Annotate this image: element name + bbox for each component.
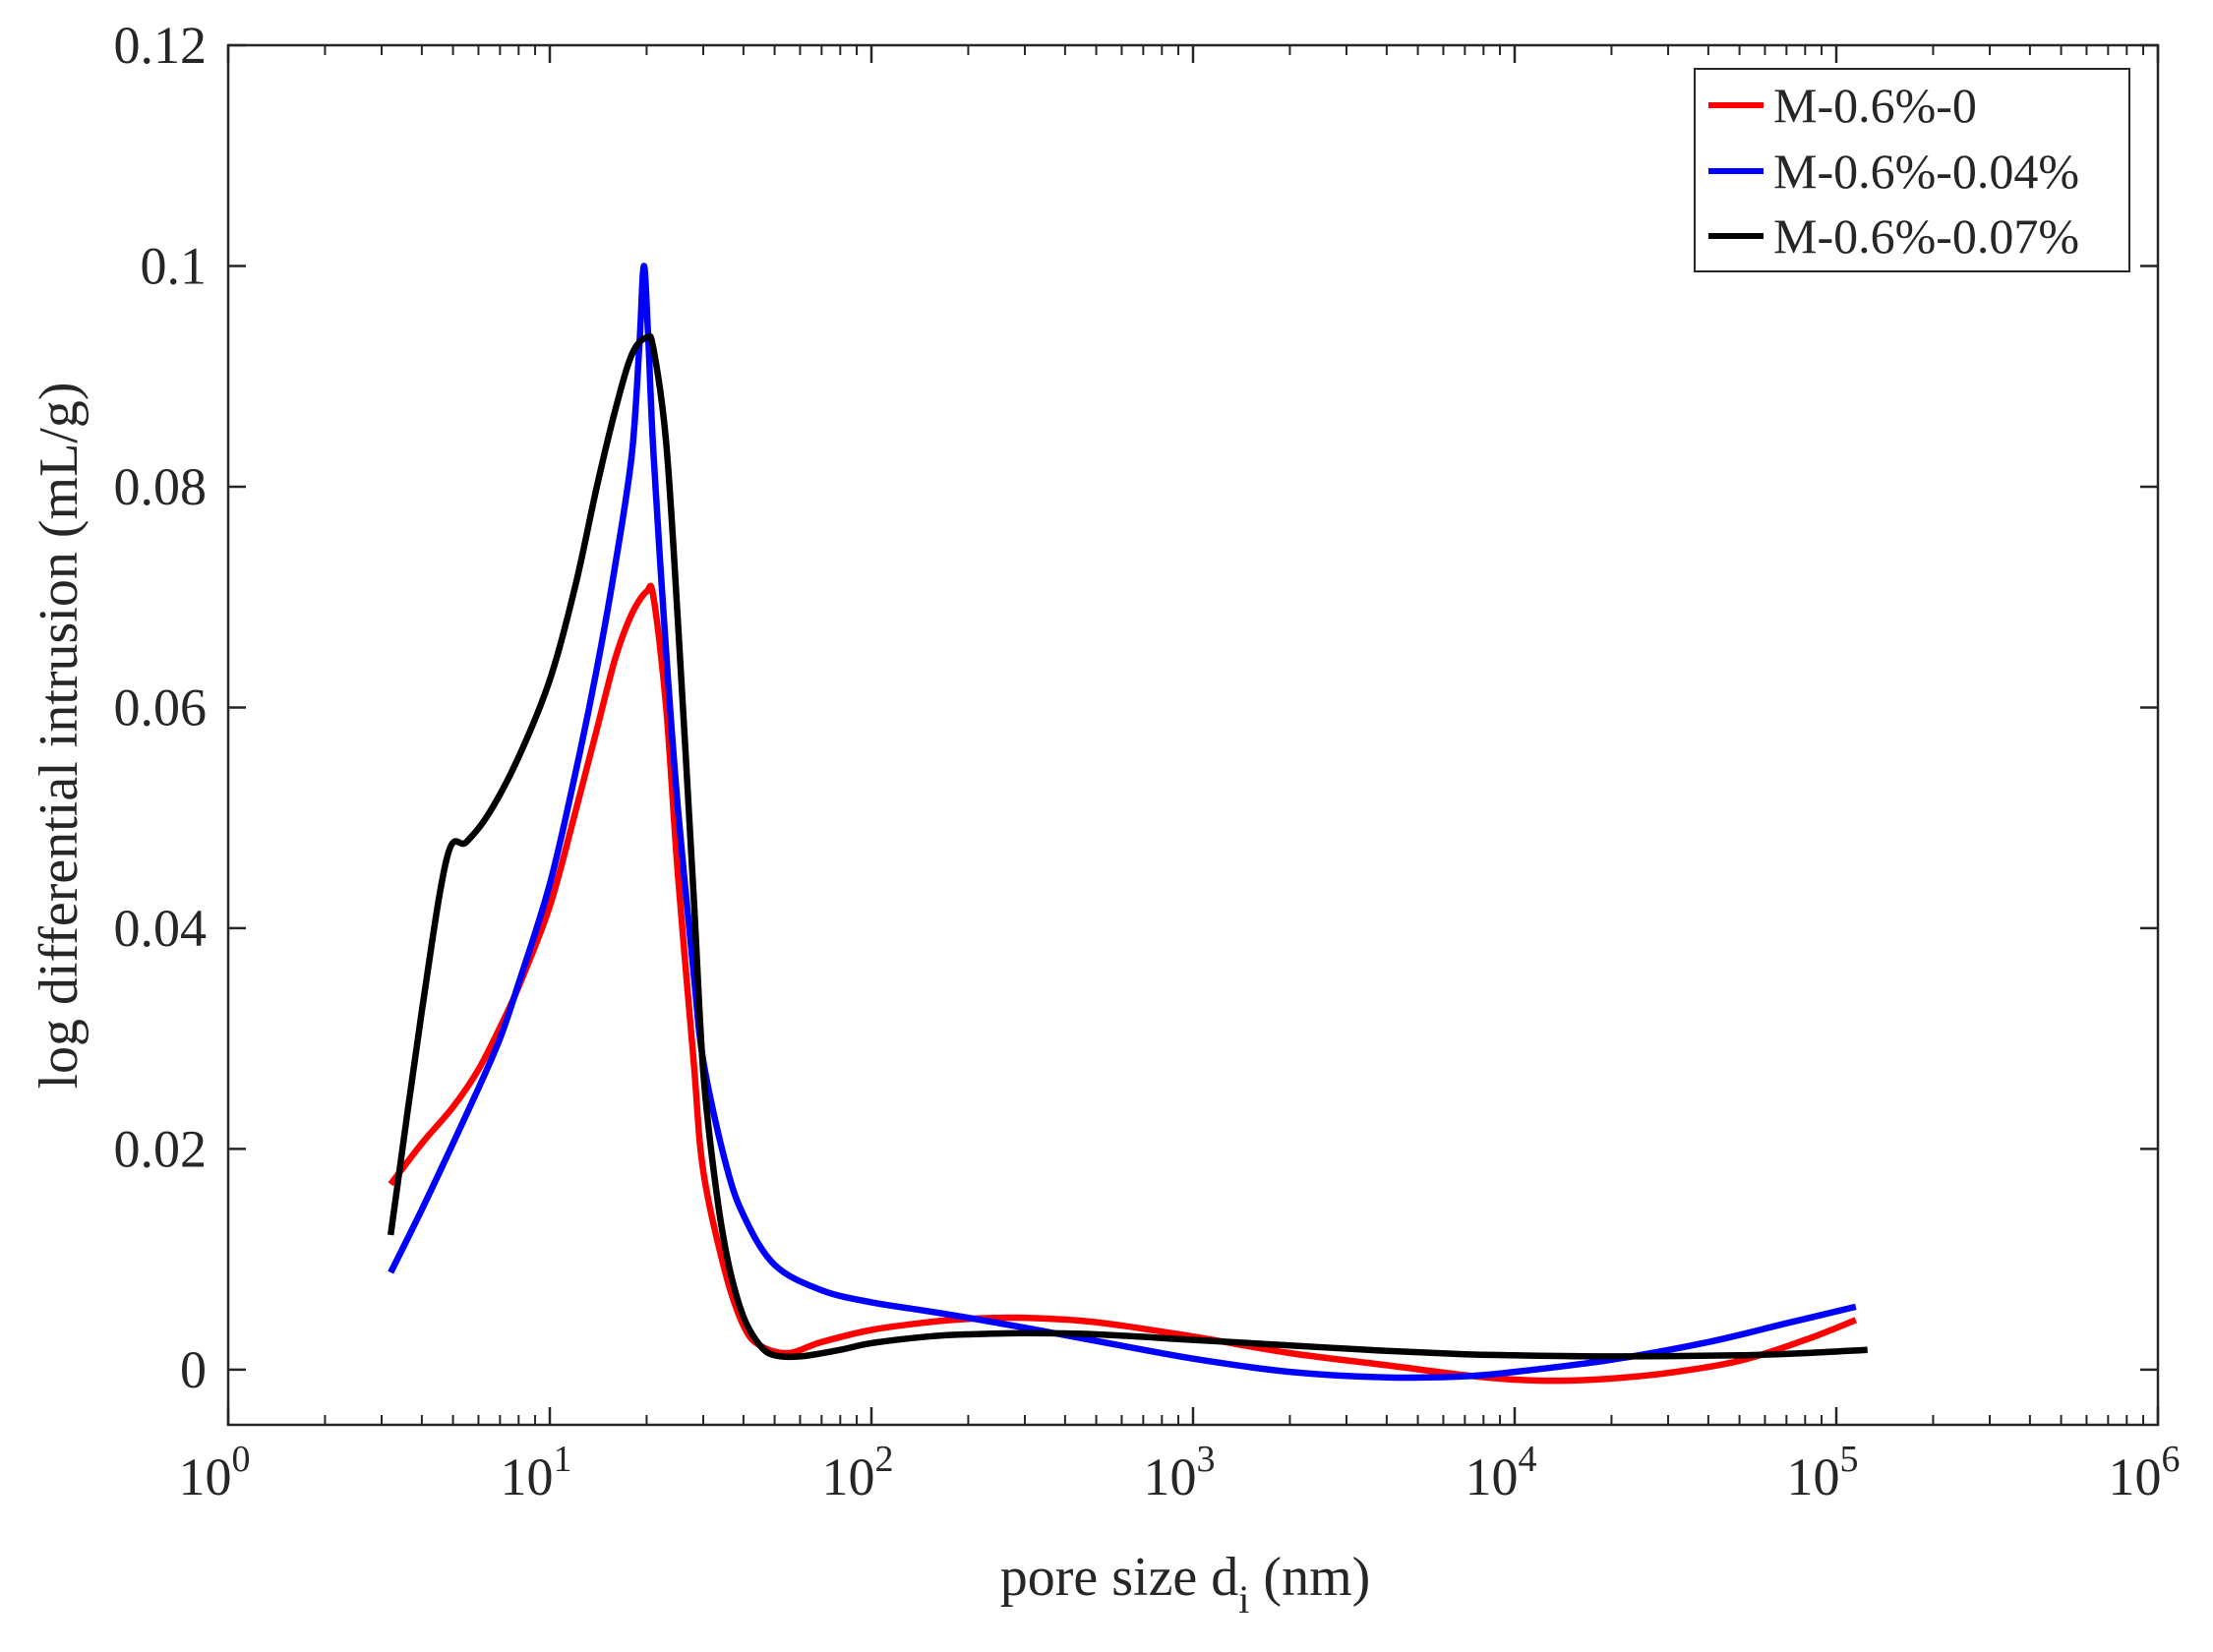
x-tick-label-base: 10 — [1144, 1447, 1197, 1506]
legend-label: M-0.6%-0.04% — [1773, 144, 2079, 199]
series-layer — [387, 263, 1868, 1385]
x-axis-label-space — [1249, 1547, 1263, 1608]
x-tick-label-exponent: 0 — [232, 1439, 251, 1480]
y-tick-label: 0 — [180, 1340, 207, 1399]
x-tick-label-base: 10 — [1465, 1447, 1519, 1506]
x-tick-label-exponent: 3 — [1197, 1439, 1216, 1480]
x-tick-label: 100 — [179, 1439, 251, 1506]
y-tick-label: 0.1 — [141, 236, 208, 295]
plot-frame — [226, 43, 2160, 1427]
x-axis-label: pore size di (nm) — [1000, 1547, 1371, 1622]
series-line-2 — [388, 263, 1857, 1382]
x-axis-label-unit: (nm) — [1263, 1547, 1370, 1608]
y-tick-label: 0.04 — [114, 899, 208, 958]
x-tick-label: 106 — [2109, 1439, 2181, 1506]
x-tick-label-exponent: 2 — [875, 1439, 894, 1480]
legend-box — [1694, 68, 2130, 272]
x-tick-label-exponent: 1 — [554, 1439, 572, 1480]
x-axis-label-sub: i — [1238, 1577, 1249, 1622]
legend-label: M-0.6%-0.07% — [1773, 208, 2079, 264]
series-line-3 — [387, 332, 1868, 1361]
y-tick-label: 0.12 — [114, 16, 208, 75]
x-tick-label-base: 10 — [2109, 1447, 2162, 1506]
x-tick-label-exponent: 6 — [2162, 1439, 2181, 1480]
x-axis-label-main: pore size d — [1000, 1547, 1239, 1608]
x-tick-label-exponent: 5 — [1840, 1439, 1859, 1480]
x-tick-label-exponent: 4 — [1519, 1439, 1537, 1480]
x-tick-label-base: 10 — [179, 1447, 232, 1506]
y-tick-label: 0.08 — [114, 457, 208, 516]
legend: M-0.6%-0 M-0.6%-0.04% M-0.6%-0.07% — [1694, 68, 2130, 272]
x-tick-label: 105 — [1787, 1439, 1859, 1506]
x-tick-label: 104 — [1465, 1439, 1537, 1506]
legend-label: M-0.6%-0 — [1773, 78, 1977, 133]
y-axis-label: log differential intrusion (mL/g) — [29, 382, 90, 1089]
y-tick-label: 0.06 — [114, 678, 208, 737]
x-tick-label: 102 — [822, 1439, 894, 1506]
tick-labels: 100 101 102 103 104 105 10600.020.040.060.080.… — [114, 16, 2181, 1506]
x-tick-label: 101 — [501, 1439, 572, 1506]
x-tick-label-base: 10 — [501, 1447, 554, 1506]
x-tick-label-base: 10 — [1787, 1447, 1840, 1506]
x-tick-label: 103 — [1144, 1439, 1216, 1506]
ticks-layer — [226, 43, 2160, 1425]
x-tick-label-base: 10 — [822, 1447, 875, 1506]
y-tick-label: 0.02 — [114, 1119, 208, 1178]
